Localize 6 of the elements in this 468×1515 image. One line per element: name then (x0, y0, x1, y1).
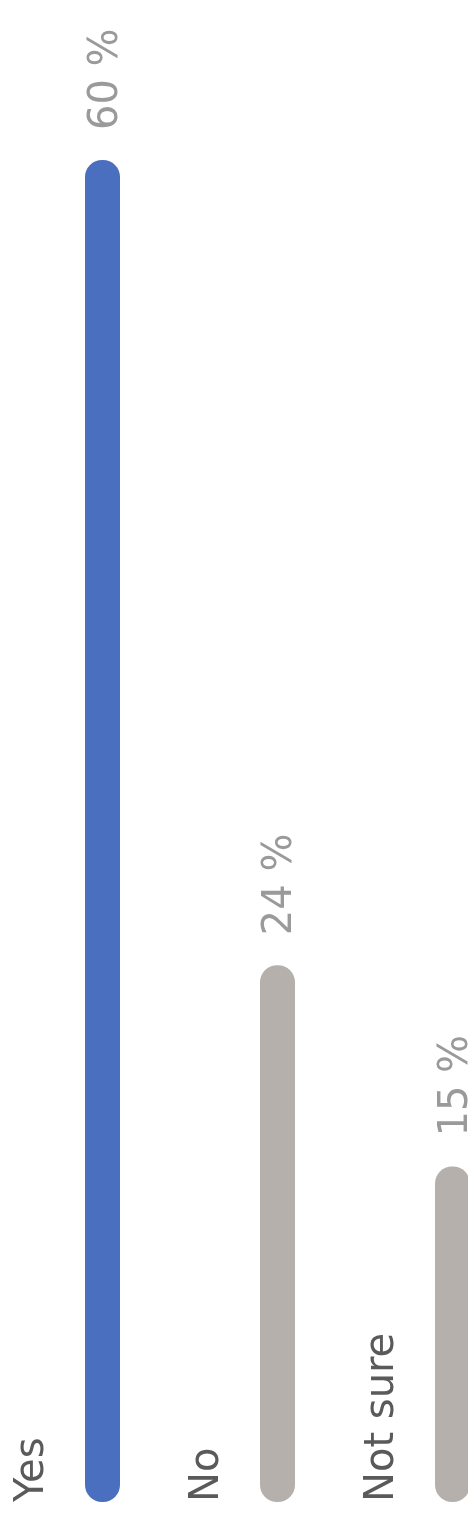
x-tick-label: No (181, 1447, 227, 1502)
x-tick-label: Yes (6, 1437, 52, 1503)
x-tick-label: Not sure (356, 1332, 402, 1502)
data-label: 24 % (254, 833, 301, 936)
data-label: 15 % (429, 1034, 468, 1137)
data-label: 60 % (79, 28, 126, 130)
